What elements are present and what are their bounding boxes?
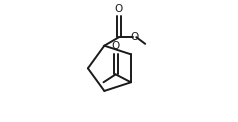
Text: O: O [131, 32, 139, 42]
Text: O: O [112, 41, 120, 51]
Text: O: O [115, 4, 123, 14]
